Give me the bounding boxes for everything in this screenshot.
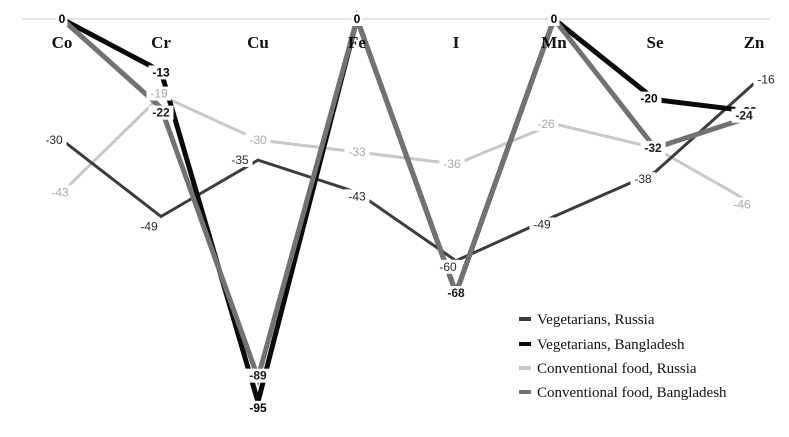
data-label-conventional-food-russia-cr: -19 bbox=[146, 86, 172, 101]
svg-text:-60: -60 bbox=[439, 260, 457, 274]
category-label-i: I bbox=[453, 33, 460, 52]
legend-label: Vegetarians, Bangladesh bbox=[537, 337, 685, 353]
svg-text:-49: -49 bbox=[140, 219, 158, 233]
data-label-vegetarians-russia-fe: -43 bbox=[344, 189, 370, 204]
svg-text:-19: -19 bbox=[150, 87, 168, 101]
data-label-vegetarians-bangladesh-mn: 0 bbox=[548, 12, 560, 26]
data-label-conventional-food-bangladesh-zn: -24 bbox=[731, 108, 757, 123]
category-label-cr: Cr bbox=[151, 33, 171, 52]
legend-label: Conventional food, Russia bbox=[537, 361, 697, 377]
svg-text:-38: -38 bbox=[634, 172, 652, 186]
svg-text:-43: -43 bbox=[348, 189, 366, 203]
data-label-conventional-food-bangladesh-cu: -89 bbox=[245, 368, 271, 383]
svg-text:-20: -20 bbox=[640, 92, 658, 106]
data-label-vegetarians-russia-mn: -49 bbox=[529, 217, 555, 232]
svg-text:-49: -49 bbox=[533, 217, 551, 231]
data-label-conventional-food-russia-i: -36 bbox=[439, 157, 465, 172]
category-label-zn: Zn bbox=[744, 33, 765, 52]
category-label-fe: Fe bbox=[348, 33, 366, 52]
category-labels: Co Cr Cu Fe I Mn Se Zn bbox=[52, 33, 765, 52]
svg-text:-26: -26 bbox=[537, 117, 555, 131]
data-label-conventional-food-bangladesh-i: -68 bbox=[443, 286, 469, 301]
data-label-conventional-food-russia-fe: -33 bbox=[344, 144, 370, 159]
legend-item-conventional-food-bangladesh: Conventional food, Bangladesh bbox=[519, 385, 727, 401]
data-label-conventional-food-russia-cu: -30 bbox=[245, 132, 271, 147]
svg-text:-46: -46 bbox=[733, 197, 751, 211]
data-label-vegetarians-russia-cu: -35 bbox=[227, 153, 253, 168]
category-label-mn: Mn bbox=[541, 33, 567, 52]
data-label-vegetarians-russia-cr: -49 bbox=[136, 219, 162, 234]
svg-text:-13: -13 bbox=[152, 65, 170, 79]
svg-text:-36: -36 bbox=[443, 157, 461, 171]
data-label-conventional-food-russia-co: -43 bbox=[47, 185, 73, 200]
svg-text:-68: -68 bbox=[447, 286, 465, 300]
legend-item-vegetarians-bangladesh: Vegetarians, Bangladesh bbox=[519, 337, 685, 353]
svg-text:-33: -33 bbox=[348, 145, 366, 159]
legend: Vegetarians, Russia Vegetarians, Banglade… bbox=[519, 312, 727, 401]
svg-text:-95: -95 bbox=[249, 401, 267, 415]
legend-label: Vegetarians, Russia bbox=[537, 312, 655, 328]
svg-text:-30: -30 bbox=[249, 133, 267, 147]
svg-text:-24: -24 bbox=[735, 109, 753, 123]
series-line-conventional-food-bangladesh bbox=[60, 10, 755, 386]
svg-text:-32: -32 bbox=[644, 141, 662, 155]
data-label-vegetarians-russia-se: -38 bbox=[630, 172, 656, 187]
svg-text:-30: -30 bbox=[45, 133, 63, 147]
data-label-conventional-food-bangladesh-cr: -22 bbox=[148, 105, 174, 120]
data-label-vegetarians-bangladesh-cu: -95 bbox=[245, 400, 271, 415]
data-label-vegetarians-russia-co: -30 bbox=[41, 132, 67, 147]
svg-text:-35: -35 bbox=[231, 153, 249, 167]
legend-label: Conventional food, Bangladesh bbox=[537, 385, 727, 401]
data-label-conventional-food-russia-mn: -26 bbox=[533, 116, 559, 131]
data-label-vegetarians-bangladesh-cr: -13 bbox=[148, 65, 174, 80]
legend-item-vegetarians-russia: Vegetarians, Russia bbox=[519, 312, 655, 328]
svg-text:0: 0 bbox=[551, 12, 558, 26]
data-label-vegetarians-bangladesh-se: -20 bbox=[636, 91, 662, 106]
svg-text:-43: -43 bbox=[51, 185, 69, 199]
legend-item-conventional-food-russia: Conventional food, Russia bbox=[519, 361, 697, 377]
series-lines bbox=[60, 10, 756, 412]
category-label-se: Se bbox=[647, 33, 664, 52]
data-label-vegetarians-russia-zn: -16 bbox=[753, 72, 779, 87]
svg-text:-16: -16 bbox=[757, 72, 775, 86]
svg-text:-22: -22 bbox=[152, 106, 170, 120]
data-label-conventional-food-russia-zn: -46 bbox=[729, 197, 755, 212]
svg-text:-89: -89 bbox=[249, 369, 267, 383]
category-label-co: Co bbox=[52, 33, 73, 52]
svg-text:0: 0 bbox=[354, 12, 361, 26]
category-label-cu: Cu bbox=[247, 33, 269, 52]
data-label-vegetarians-bangladesh-co: 0 bbox=[56, 12, 68, 26]
data-label-vegetarians-bangladesh-fe: 0 bbox=[351, 12, 363, 26]
svg-text:0: 0 bbox=[59, 12, 66, 26]
data-labels: -30-49-35-43-60-49-38-160-13-9500-20-23-… bbox=[41, 12, 779, 415]
data-label-conventional-food-bangladesh-se: -32 bbox=[640, 140, 666, 155]
data-label-vegetarians-russia-i: -60 bbox=[435, 259, 461, 274]
